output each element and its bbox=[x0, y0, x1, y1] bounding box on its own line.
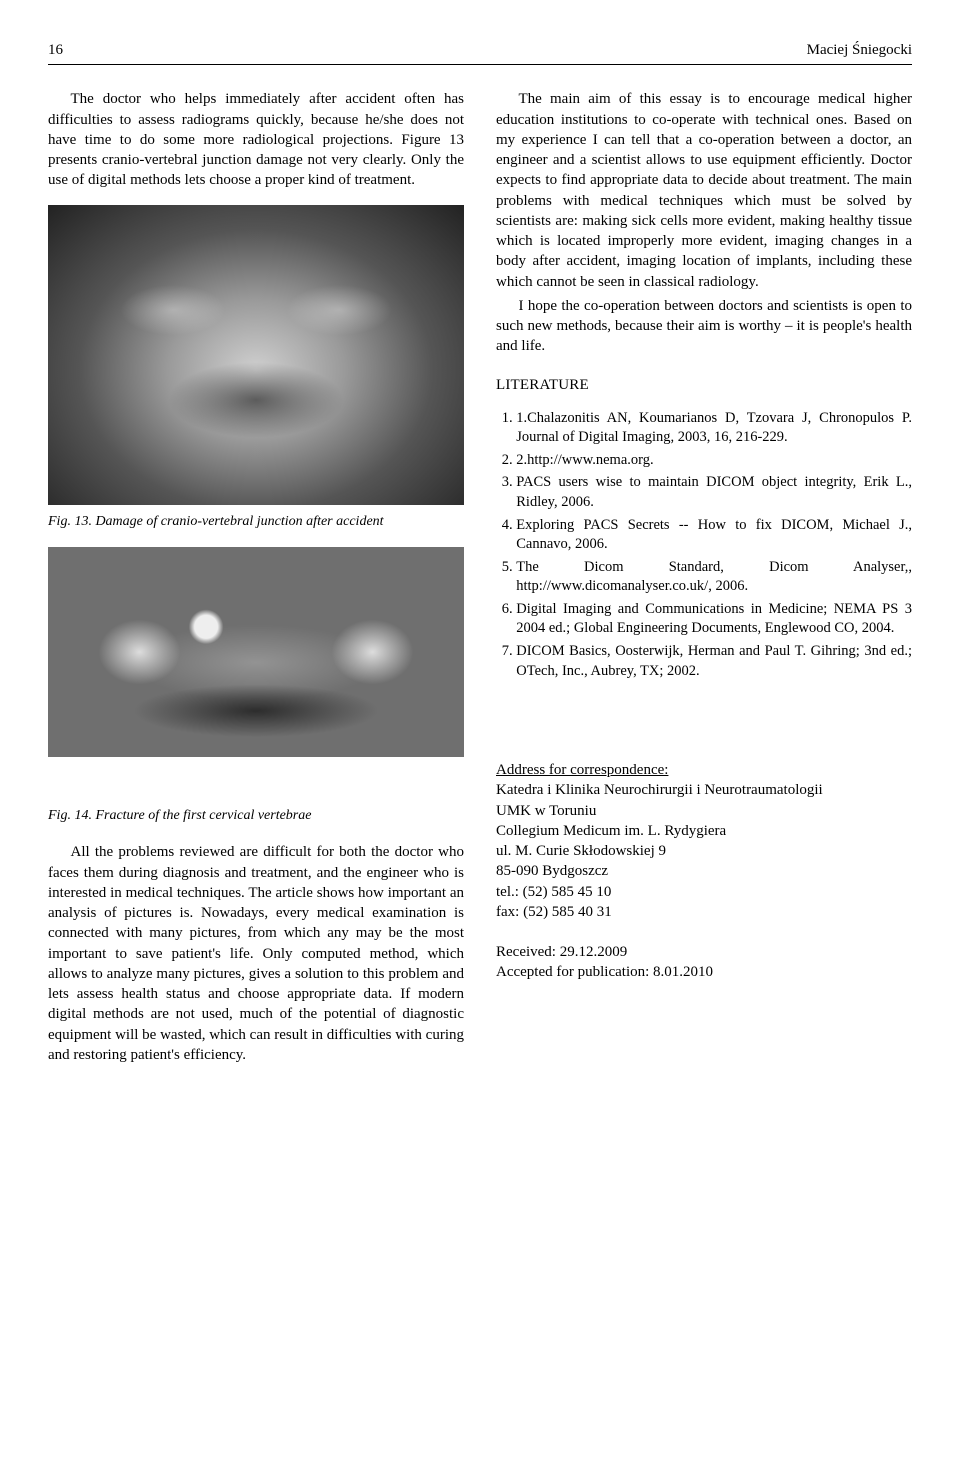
figure-13-image bbox=[48, 205, 464, 505]
accepted-date: Accepted for publication: 8.01.2010 bbox=[496, 962, 912, 982]
body-paragraph: I hope the co-operation between doctors … bbox=[496, 296, 912, 357]
reference-item: Exploring PACS Secrets -- How to fix DIC… bbox=[516, 516, 912, 555]
reference-item: The Dicom Standard, Dicom Analyser,, htt… bbox=[516, 558, 912, 597]
address-heading: Address for correspondence: bbox=[496, 760, 912, 780]
right-column: The main aim of this essay is to encoura… bbox=[496, 89, 912, 1069]
left-column: The doctor who helps immediately after a… bbox=[48, 89, 464, 1069]
figure-13-caption: Fig. 13. Damage of cranio-vertebral junc… bbox=[48, 513, 464, 532]
address-line: fax: (52) 585 40 31 bbox=[496, 902, 912, 922]
reference-item: DICOM Basics, Oosterwijk, Herman and Pau… bbox=[516, 642, 912, 681]
body-paragraph: The doctor who helps immediately after a… bbox=[48, 89, 464, 190]
reference-item: PACS users wise to maintain DICOM object… bbox=[516, 473, 912, 512]
address-line: Katedra i Klinika Neurochirurgii i Neuro… bbox=[496, 780, 912, 800]
address-line: tel.: (52) 585 45 10 bbox=[496, 882, 912, 902]
body-paragraph: The main aim of this essay is to encoura… bbox=[496, 89, 912, 292]
reference-item: 1.Chalazonitis AN, Koumarianos D, Tzovar… bbox=[516, 409, 912, 448]
address-line: UMK w Toruniu bbox=[496, 801, 912, 821]
received-date: Received: 29.12.2009 bbox=[496, 942, 912, 962]
reference-list: 1.Chalazonitis AN, Koumarianos D, Tzovar… bbox=[496, 409, 912, 681]
literature-heading: LITERATURE bbox=[496, 375, 912, 395]
reference-item: 2.http://www.nema.org. bbox=[516, 451, 912, 471]
page-number: 16 bbox=[48, 40, 63, 60]
reference-item: Digital Imaging and Communications in Me… bbox=[516, 600, 912, 639]
address-line: ul. M. Curie Skłodowskiej 9 bbox=[496, 841, 912, 861]
address-line: Collegium Medicum im. L. Rydygiera bbox=[496, 821, 912, 841]
address-line: 85-090 Bydgoszcz bbox=[496, 861, 912, 881]
two-column-layout: The doctor who helps immediately after a… bbox=[48, 89, 912, 1069]
running-author: Maciej Śniegocki bbox=[807, 40, 912, 60]
body-paragraph: All the problems reviewed are difficult … bbox=[48, 842, 464, 1065]
figure-14-image bbox=[48, 547, 464, 757]
figure-14-caption: Fig. 14. Fracture of the first cervical … bbox=[48, 807, 464, 826]
running-header: 16 Maciej Śniegocki bbox=[48, 40, 912, 65]
